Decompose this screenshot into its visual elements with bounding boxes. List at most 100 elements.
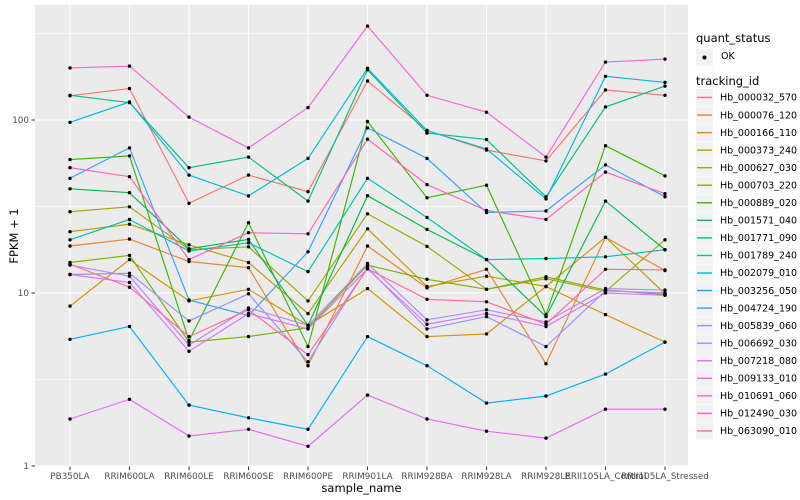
data-point [425, 327, 429, 331]
data-point [306, 427, 310, 431]
data-point [187, 343, 191, 347]
data-point [246, 231, 251, 235]
data-point [365, 119, 370, 124]
data-point [425, 93, 429, 98]
data-point [127, 217, 132, 222]
x-tick-label: RRII105LA_Control [565, 472, 647, 482]
legend-label: Hb_001789_240 [720, 251, 797, 262]
legend-label: Hb_007218_080 [720, 356, 797, 367]
data-point [603, 235, 608, 239]
data-point [603, 88, 608, 92]
data-point [663, 407, 667, 411]
data-point [187, 249, 191, 253]
data-point [127, 86, 132, 91]
data-point [544, 436, 548, 440]
data-point [663, 93, 667, 98]
data-point [365, 393, 370, 397]
data-point [306, 327, 310, 331]
data-point [663, 192, 667, 196]
data-point [365, 227, 370, 231]
data-point [68, 210, 72, 214]
data-point [246, 146, 251, 150]
data-point [187, 173, 191, 177]
data-point [484, 311, 489, 316]
data-point [603, 291, 608, 295]
data-point [68, 120, 72, 125]
data-point [187, 403, 191, 407]
panel-background [35, 5, 688, 467]
data-point [484, 308, 489, 312]
x-tick-label: PB350LA [50, 472, 89, 482]
data-point [306, 269, 310, 274]
data-point [306, 250, 310, 254]
data-point [365, 286, 370, 291]
data-point [306, 360, 310, 364]
data-point [365, 79, 370, 83]
data-point [425, 318, 429, 322]
data-point [425, 322, 429, 326]
data-point [603, 199, 608, 203]
x-tick-label: RRIM901LA [342, 472, 392, 482]
data-point [544, 159, 548, 163]
legend-label: Hb_004724_190 [720, 303, 797, 314]
legend-label: Hb_012490_030 [720, 409, 797, 420]
data-point [127, 253, 132, 258]
x-tick-label: RRIM928LA [461, 472, 511, 482]
data-point [663, 248, 667, 252]
data-point [663, 57, 667, 61]
data-point [544, 256, 548, 261]
data-point [425, 297, 429, 301]
data-point [365, 267, 370, 271]
legend-label: Hb_005839_060 [720, 321, 797, 332]
data-point [68, 230, 72, 234]
data-point [544, 284, 548, 289]
data-point [68, 337, 72, 341]
data-point [306, 156, 310, 161]
data-point [127, 100, 132, 104]
y-tick-label: 1 [23, 462, 29, 472]
legend-label: Hb_009133_010 [720, 374, 797, 385]
data-point [425, 244, 429, 249]
data-point [603, 372, 608, 376]
data-point [544, 322, 548, 326]
y-tick-label: 100 [12, 116, 29, 126]
data-point [484, 429, 489, 433]
data-point [425, 128, 429, 133]
data-point [187, 115, 191, 119]
data-point [246, 287, 251, 291]
x-tick-label: RRIM600PE [283, 472, 333, 482]
data-point [68, 272, 72, 277]
data-point [246, 311, 251, 316]
data-point [127, 271, 132, 275]
data-point [663, 288, 667, 292]
data-point [365, 261, 370, 266]
data-point [246, 194, 251, 198]
data-point [365, 334, 370, 339]
legend-label: Hb_000373_240 [720, 145, 797, 156]
data-point [365, 212, 370, 216]
data-point [246, 416, 251, 420]
data-point [544, 217, 548, 222]
ok-point-icon [702, 55, 707, 60]
data-point [425, 417, 429, 421]
data-point [68, 304, 72, 308]
legend-label: Hb_063090_010 [720, 426, 797, 437]
data-point [246, 241, 251, 245]
legend-label: Hb_000166_110 [720, 128, 797, 139]
legend-label: Hb_000032_570 [720, 93, 797, 104]
data-point [306, 323, 310, 328]
data-point [663, 238, 667, 242]
data-point [484, 137, 489, 142]
data-point [246, 155, 251, 159]
legend-label: Hb_000703_220 [720, 180, 797, 191]
data-point [365, 137, 370, 141]
data-point [365, 194, 370, 198]
data-point [246, 308, 251, 312]
data-point [365, 24, 370, 28]
data-point [544, 362, 548, 366]
data-point [484, 267, 489, 271]
data-point [484, 314, 489, 319]
data-point [187, 349, 191, 353]
data-point [544, 209, 548, 213]
